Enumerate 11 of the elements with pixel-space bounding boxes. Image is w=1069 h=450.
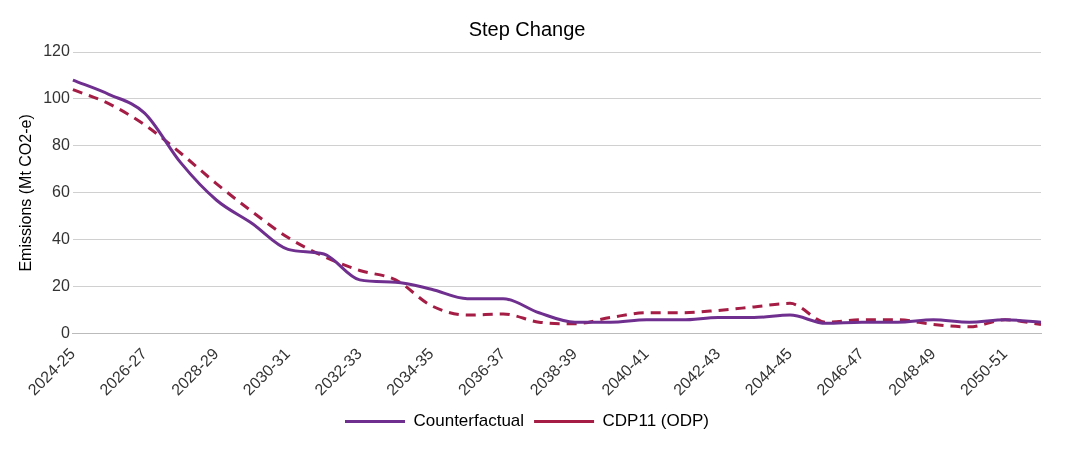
legend-label: CDP11 (ODP) (602, 411, 710, 431)
y-tick-label: 0 (60, 324, 70, 342)
y-tick-label: 20 (52, 277, 70, 295)
y-tick-label: 120 (43, 42, 70, 60)
chart-title: Step Change (468, 17, 586, 40)
y-tick-label: 80 (52, 136, 70, 154)
y-axis-title: Emissions (Mt CO2-e) (17, 114, 35, 272)
legend-label: Counterfactual (413, 411, 525, 431)
y-tick-label: 40 (52, 230, 70, 248)
y-tick-label: 100 (43, 89, 70, 107)
y-tick-label: 60 (52, 183, 70, 201)
